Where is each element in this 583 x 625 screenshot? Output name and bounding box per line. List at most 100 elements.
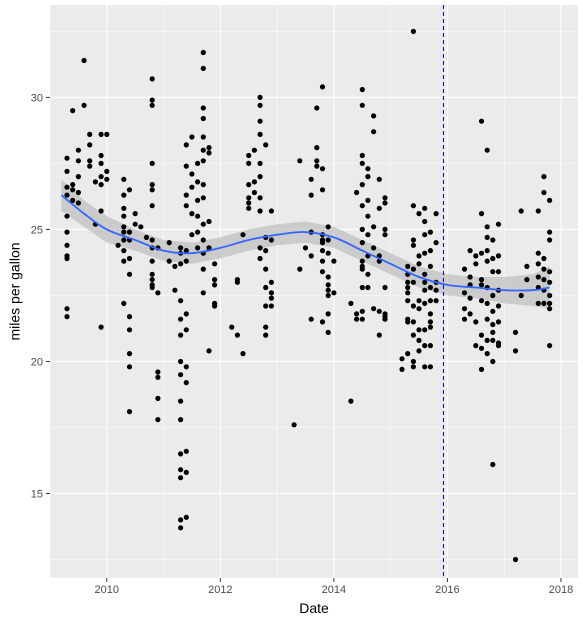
data-point (371, 129, 377, 135)
data-point (490, 329, 496, 335)
data-point (240, 232, 246, 238)
x-axis-ticks: 2010 2012 2014 2016 2018 (95, 578, 573, 596)
data-point (547, 300, 553, 306)
data-point (512, 348, 519, 354)
data-point (104, 131, 110, 137)
data-point (126, 327, 133, 333)
data-point (410, 332, 416, 338)
data-point (87, 142, 93, 148)
data-point (382, 284, 388, 291)
data-point (121, 192, 127, 198)
data-point (257, 131, 263, 137)
data-point (319, 84, 326, 90)
data-point (490, 321, 496, 328)
data-point (257, 160, 263, 166)
y-tick-label: 25 (31, 224, 43, 236)
data-point (325, 250, 331, 256)
data-point (149, 258, 155, 264)
data-point (149, 271, 155, 277)
data-point (195, 213, 201, 219)
data-point (257, 94, 263, 100)
data-point (325, 329, 331, 335)
data-point (263, 332, 269, 338)
data-point (541, 255, 547, 262)
data-point (70, 108, 76, 114)
data-point (81, 57, 87, 64)
data-point (121, 213, 127, 219)
data-point (183, 448, 189, 454)
data-point (399, 366, 405, 372)
data-point (547, 343, 553, 349)
data-point (178, 398, 184, 404)
data-point (319, 269, 326, 275)
data-point (473, 261, 479, 267)
data-point (75, 147, 81, 153)
data-point (495, 343, 502, 349)
data-point (104, 176, 110, 182)
data-point (405, 298, 411, 304)
data-point (183, 203, 189, 209)
data-point (490, 337, 496, 343)
data-point (319, 240, 326, 246)
data-point (200, 290, 206, 296)
data-point (314, 105, 320, 111)
data-point (126, 229, 133, 235)
data-point (257, 195, 263, 201)
data-point (325, 282, 331, 288)
data-point (155, 417, 161, 423)
data-point (416, 348, 422, 354)
data-point (495, 319, 502, 325)
data-point (410, 279, 416, 285)
x-tick-label: 2010 (95, 584, 119, 596)
data-point (399, 356, 405, 362)
data-point (478, 250, 485, 256)
data-point (490, 358, 496, 365)
data-point (138, 224, 144, 230)
data-point (478, 277, 485, 283)
data-point (178, 467, 184, 473)
data-point (172, 287, 178, 293)
data-point (206, 150, 212, 156)
data-point (382, 232, 388, 238)
data-point (416, 253, 422, 259)
data-point (212, 303, 218, 309)
data-point (541, 266, 547, 272)
data-point (359, 240, 365, 246)
data-point (354, 316, 360, 322)
data-point (422, 250, 428, 256)
data-point (325, 237, 331, 243)
data-point (126, 409, 133, 415)
data-point (535, 261, 541, 267)
data-point (541, 300, 547, 306)
data-point (410, 364, 416, 370)
data-point (433, 298, 439, 304)
data-point (490, 461, 496, 468)
data-point (547, 229, 553, 235)
data-point (359, 86, 365, 93)
data-point (490, 292, 496, 299)
data-point (70, 182, 76, 188)
data-point (189, 184, 195, 190)
data-point (81, 102, 87, 108)
data-point (371, 306, 377, 312)
data-point (416, 261, 422, 267)
data-point (178, 417, 184, 423)
data-point (268, 303, 274, 309)
data-point (547, 237, 553, 243)
data-point (416, 337, 422, 343)
data-point (149, 277, 155, 283)
data-point (490, 255, 496, 262)
data-point (132, 211, 138, 217)
data-point (64, 192, 70, 198)
data-point (405, 319, 411, 325)
data-point (359, 152, 365, 159)
data-point (427, 229, 433, 235)
data-point (195, 229, 201, 235)
x-tick-label: 2014 (322, 584, 346, 596)
data-point (422, 218, 428, 225)
data-point (371, 224, 377, 230)
data-point (183, 364, 189, 370)
data-point (149, 203, 155, 209)
data-point (365, 232, 371, 238)
data-point (495, 303, 502, 309)
